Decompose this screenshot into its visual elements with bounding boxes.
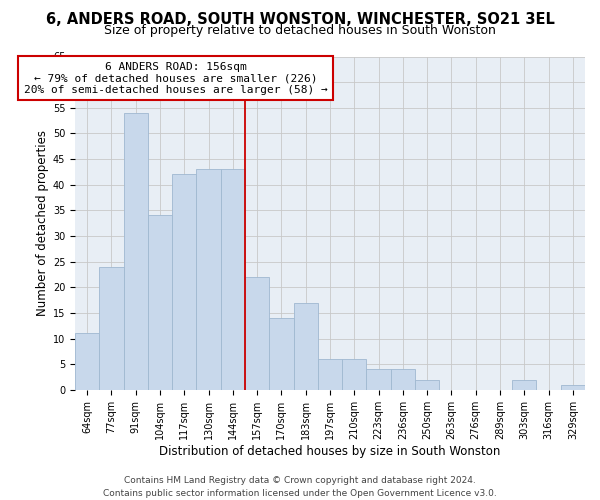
Bar <box>75 334 99 390</box>
Bar <box>124 113 148 390</box>
Bar <box>196 170 221 390</box>
Bar <box>318 359 342 390</box>
Bar <box>148 216 172 390</box>
Text: Contains HM Land Registry data © Crown copyright and database right 2024.
Contai: Contains HM Land Registry data © Crown c… <box>103 476 497 498</box>
Bar <box>221 170 245 390</box>
Bar <box>342 359 367 390</box>
Bar <box>391 370 415 390</box>
Bar <box>172 174 196 390</box>
Y-axis label: Number of detached properties: Number of detached properties <box>35 130 49 316</box>
Bar <box>269 318 293 390</box>
Bar <box>293 302 318 390</box>
Text: Size of property relative to detached houses in South Wonston: Size of property relative to detached ho… <box>104 24 496 37</box>
Bar <box>367 370 391 390</box>
Text: 6, ANDERS ROAD, SOUTH WONSTON, WINCHESTER, SO21 3EL: 6, ANDERS ROAD, SOUTH WONSTON, WINCHESTE… <box>46 12 554 28</box>
Bar <box>99 267 124 390</box>
X-axis label: Distribution of detached houses by size in South Wonston: Distribution of detached houses by size … <box>160 444 500 458</box>
Bar <box>245 277 269 390</box>
Bar <box>561 384 585 390</box>
Bar <box>512 380 536 390</box>
Text: 6 ANDERS ROAD: 156sqm
← 79% of detached houses are smaller (226)
20% of semi-det: 6 ANDERS ROAD: 156sqm ← 79% of detached … <box>24 62 328 95</box>
Bar <box>415 380 439 390</box>
